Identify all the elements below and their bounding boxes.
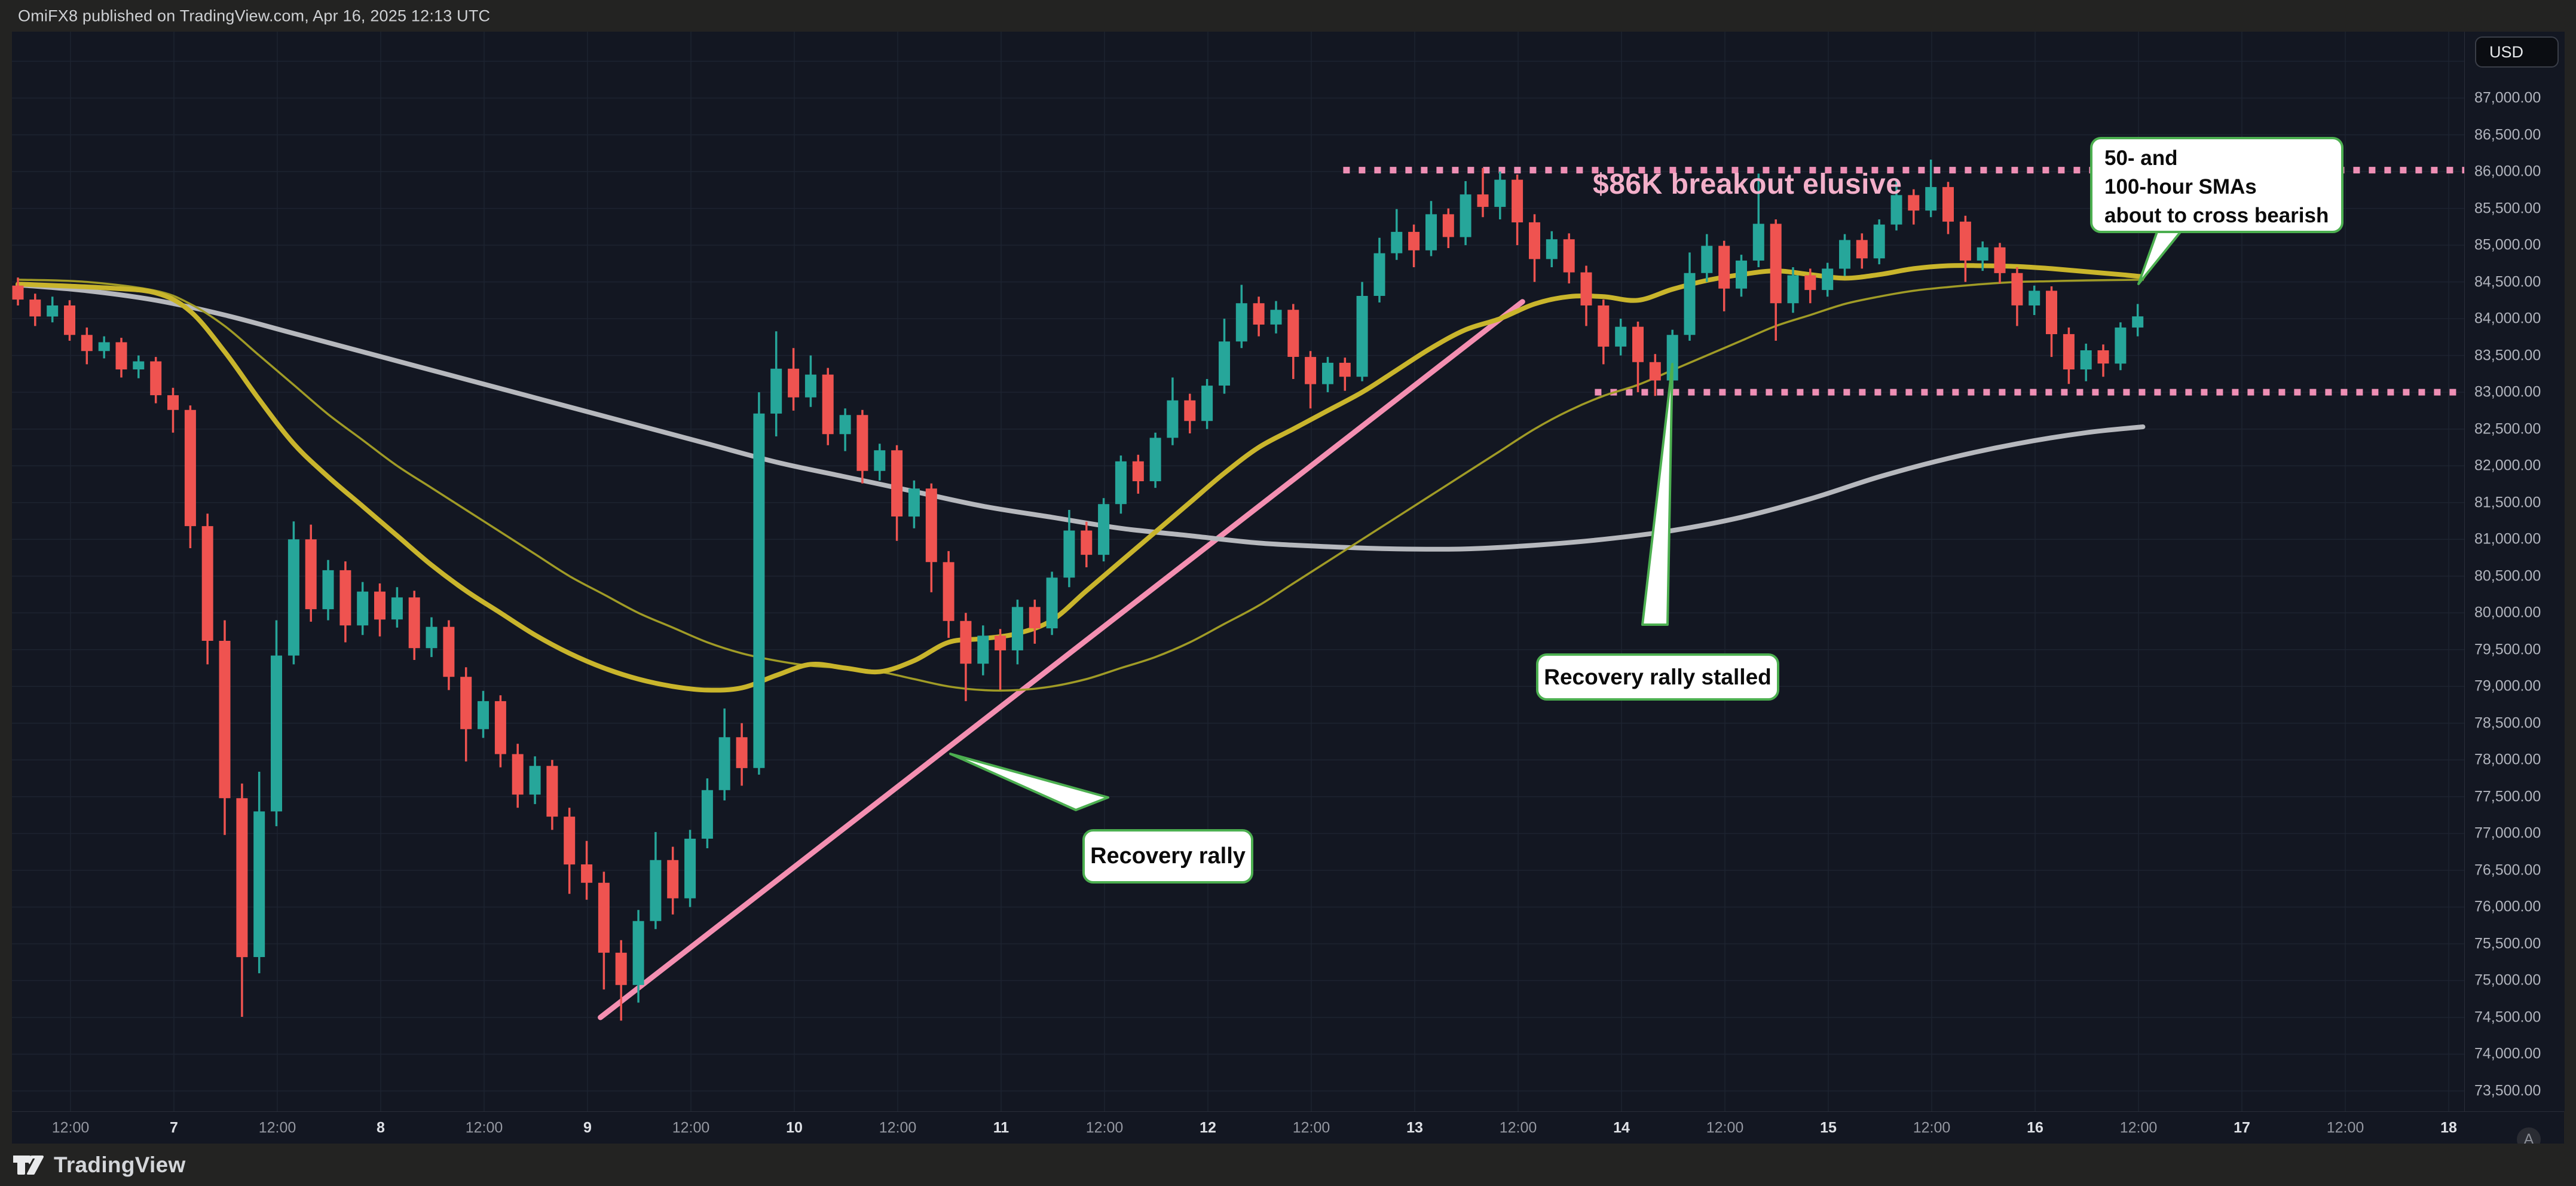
- time-tick-8-1200: 12:00: [879, 1119, 917, 1136]
- tradingview-brand-name: TradingView: [54, 1152, 186, 1177]
- callout-tail-recovery-rally: [949, 753, 1109, 811]
- time-tick-20-1200: 12:00: [2119, 1119, 2158, 1136]
- auto-scale-label: A: [2523, 1130, 2534, 1148]
- annotation-86k-breakout-text[interactable]: $86K breakout elusive: [1593, 169, 1902, 200]
- annotation-sma-cross-line2: 100-hour SMAs: [2104, 175, 2257, 198]
- time-tick-18-1200: 12:00: [1913, 1119, 1951, 1136]
- price-axis[interactable]: USD 87,000.00 86,500.00 86,000.00 85,500.00…: [2464, 32, 2565, 1111]
- price-tick-76000: 76,000.00: [2474, 898, 2541, 915]
- time-tick-17-15: 15: [1820, 1119, 1837, 1136]
- time-tick-2-1200: 12:00: [258, 1119, 296, 1136]
- price-tick-76500: 76,500.00: [2474, 861, 2541, 879]
- annotation-sma-cross-callout[interactable]: 50- and 100-hour SMAs about to cross bea…: [2090, 137, 2344, 233]
- price-plot-area[interactable]: [12, 32, 2464, 1111]
- time-tick-1-7: 7: [170, 1119, 178, 1136]
- time-tick-16-1200: 12:00: [1706, 1119, 1744, 1136]
- time-tick-15-14: 14: [1613, 1119, 1630, 1136]
- price-tick-86500: 86,500.00: [2474, 126, 2541, 143]
- annotation-sma-cross-line3: about to cross bearish: [2104, 204, 2329, 227]
- currency-button[interactable]: USD: [2475, 36, 2559, 68]
- price-tick-74500: 74,500.00: [2474, 1008, 2541, 1026]
- price-tick-78000: 78,000.00: [2474, 751, 2541, 768]
- time-tick-0-1200: 12:00: [51, 1119, 90, 1136]
- price-tick-83500: 83,500.00: [2474, 347, 2541, 364]
- candle-bodies-up: [47, 179, 2144, 985]
- price-tick-87000: 87,000.00: [2474, 89, 2541, 106]
- site-footer: TradingView: [0, 1144, 2576, 1186]
- time-tick-9-11: 11: [993, 1119, 1009, 1136]
- time-tick-14-1200: 12:00: [1499, 1119, 1537, 1136]
- publish-header: OmiFX8 published on TradingView.com, Apr…: [0, 0, 2576, 32]
- time-tick-21-17: 17: [2234, 1119, 2250, 1136]
- time-axis[interactable]: 12:00 7 12:00 8 12:00 9 12:00 10 12:00 11 12:00 12 1…: [12, 1111, 2564, 1145]
- price-tick-79500: 79,500.00: [2474, 641, 2541, 658]
- annotation-recovery-rally-text: Recovery rally: [1090, 843, 1246, 869]
- tradingview-logo-icon: [13, 1155, 44, 1175]
- price-tick-74000: 74,000.00: [2474, 1045, 2541, 1062]
- price-tick-85500: 85,500.00: [2474, 200, 2541, 217]
- price-tick-84000: 84,000.00: [2474, 310, 2541, 327]
- price-tick-77000: 77,000.00: [2474, 824, 2541, 842]
- currency-label: USD: [2489, 42, 2524, 61]
- time-tick-13-13: 13: [1406, 1119, 1423, 1136]
- callout-tail-rally-stalled: [1641, 363, 1674, 626]
- publish-attribution-text: OmiFX8 published on TradingView.com, Apr…: [18, 7, 491, 25]
- price-tick-82000: 82,000.00: [2474, 457, 2541, 474]
- price-tick-81500: 81,500.00: [2474, 494, 2541, 511]
- annotation-rally-stalled-callout[interactable]: Recovery rally stalled: [1536, 653, 1779, 701]
- sma-200h-line[interactable]: [16, 282, 2146, 552]
- price-tick-75000: 75,000.00: [2474, 971, 2541, 989]
- price-tick-79000: 79,000.00: [2474, 677, 2541, 695]
- time-tick-4-1200: 12:00: [465, 1119, 503, 1136]
- time-tick-6-1200: 12:00: [672, 1119, 710, 1136]
- tradingview-brand-link[interactable]: TradingView: [13, 1152, 186, 1178]
- time-tick-10-1200: 12:00: [1085, 1119, 1124, 1136]
- price-tick-80500: 80,500.00: [2474, 567, 2541, 585]
- price-tick-78500: 78,500.00: [2474, 714, 2541, 732]
- sma-100h-line[interactable]: [17, 279, 2144, 692]
- price-tick-85000: 85,000.00: [2474, 236, 2541, 253]
- price-tick-81000: 81,000.00: [2474, 530, 2541, 548]
- grid-lines: [12, 32, 2464, 1111]
- time-tick-19-16: 16: [2027, 1119, 2043, 1136]
- time-tick-7-10: 10: [786, 1119, 803, 1136]
- annotation-recovery-rally-callout[interactable]: Recovery rally: [1082, 829, 1253, 884]
- chart-frame: USD 87,000.00 86,500.00 86,000.00 85,500.00…: [12, 32, 2565, 1151]
- time-tick-5-9: 9: [583, 1119, 592, 1136]
- price-tick-83000: 83,000.00: [2474, 383, 2541, 401]
- time-tick-11-12: 12: [1200, 1119, 1216, 1136]
- price-tick-75500: 75,500.00: [2474, 935, 2541, 952]
- annotation-sma-cross-line1: 50- and: [2104, 146, 2178, 170]
- price-tick-84500: 84,500.00: [2474, 273, 2541, 291]
- price-tick-73500: 73,500.00: [2474, 1082, 2541, 1099]
- time-tick-3-8: 8: [377, 1119, 385, 1136]
- price-tick-86000: 86,000.00: [2474, 163, 2541, 180]
- sma-50h-line[interactable]: [16, 263, 2146, 693]
- time-tick-23-18: 18: [2440, 1119, 2457, 1136]
- price-tick-77500: 77,500.00: [2474, 788, 2541, 805]
- annotation-rally-stalled-text: Recovery rally stalled: [1544, 664, 1772, 689]
- trendline-recovery-rally[interactable]: [598, 299, 1525, 1020]
- price-tick-82500: 82,500.00: [2474, 420, 2541, 438]
- time-tick-12-1200: 12:00: [1292, 1119, 1330, 1136]
- price-tick-80000: 80,000.00: [2474, 604, 2541, 621]
- time-tick-22-1200: 12:00: [2326, 1119, 2364, 1136]
